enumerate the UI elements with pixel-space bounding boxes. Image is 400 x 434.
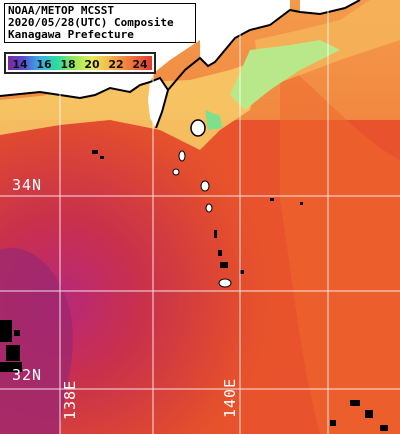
title-line-3: Kanagawa Prefecture	[8, 28, 134, 41]
scale-tick: 16	[36, 57, 52, 71]
warm-water-sw	[0, 248, 73, 434]
cold-water	[230, 40, 340, 110]
island-hachijo	[218, 278, 232, 288]
island-oshima	[190, 119, 206, 137]
lat-label-34n: 34N	[12, 176, 43, 194]
lon-label-138e: 138E	[61, 379, 79, 420]
color-scale-legend: 14 16 18 20 22 24	[4, 52, 156, 74]
scale-tick: 18	[60, 57, 76, 71]
scale-tick: 14	[12, 57, 28, 71]
island-niijima	[172, 168, 180, 176]
lon-label-140e: 140E	[221, 377, 239, 418]
scale-tick: 22	[108, 57, 124, 71]
title-line-1: NOAA/METOP MCSST	[8, 4, 114, 17]
scale-tick: 20	[84, 57, 100, 71]
lat-label-32n: 32N	[12, 366, 43, 384]
color-scale-ticks: 14 16 18 20 22 24	[8, 57, 152, 71]
sea-east	[280, 60, 400, 434]
land-mainland-east	[200, 0, 290, 66]
island-toshima	[178, 150, 186, 162]
island-kozushima	[200, 180, 210, 192]
scale-tick: 24	[132, 57, 148, 71]
cold-patch	[205, 110, 222, 130]
land-boso	[300, 0, 360, 14]
title-box: NOAA/METOP MCSST 2020/05/28(UTC) Composi…	[4, 3, 196, 43]
color-scale-bar	[8, 56, 152, 70]
cloud-mask	[0, 150, 388, 431]
title-line-2: 2020/05/28(UTC) Composite	[8, 16, 174, 29]
island-miyake	[205, 203, 213, 213]
